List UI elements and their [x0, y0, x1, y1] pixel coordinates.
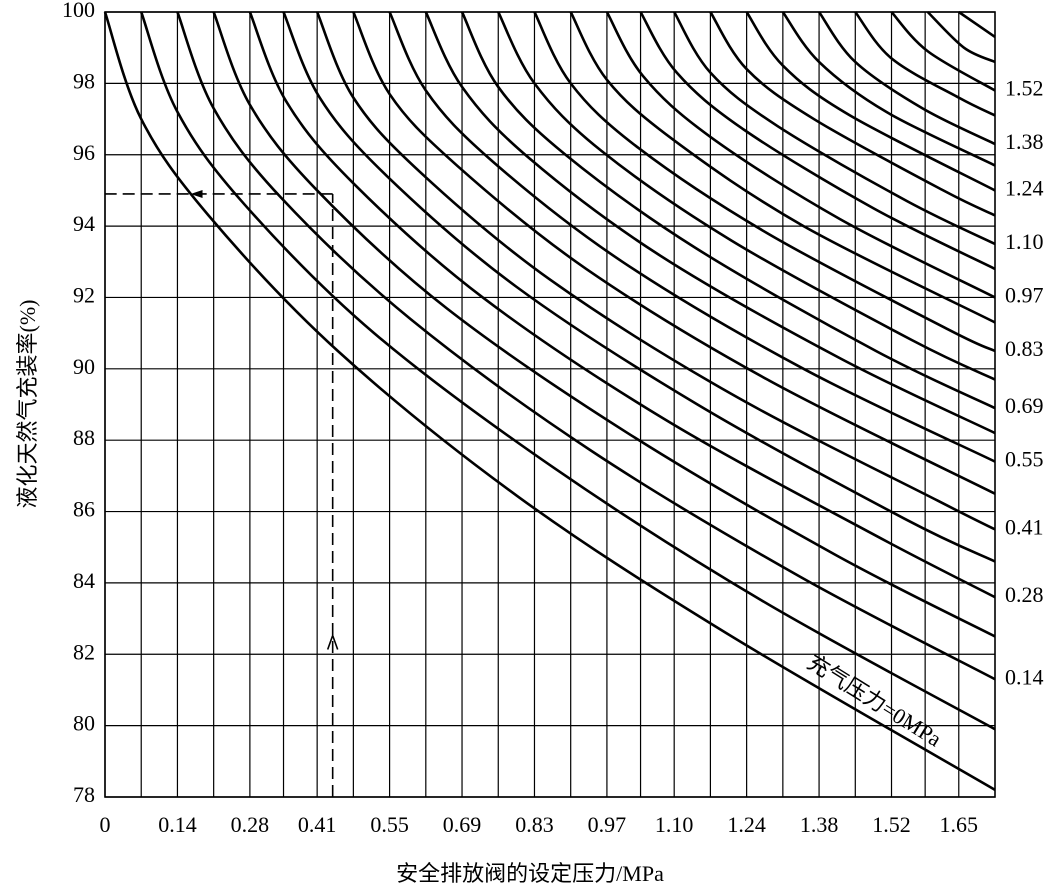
curve [818, 11, 996, 146]
curve [282, 11, 996, 563]
y-tick-label: 84 [73, 568, 95, 593]
y-tick-label: 90 [73, 354, 95, 379]
x-tick-label: 0.14 [158, 812, 197, 837]
curve [569, 11, 996, 324]
curve [139, 11, 996, 731]
curve [388, 11, 996, 463]
y-tick-label: 86 [73, 497, 95, 522]
x-tick-label: 1.24 [727, 812, 766, 837]
y-tick-label: 98 [73, 68, 95, 93]
y-tick-label: 92 [73, 283, 95, 308]
arrow-head [190, 189, 203, 198]
curve [315, 11, 996, 531]
curve [709, 11, 996, 217]
series-label: 1.24 [1005, 175, 1044, 200]
y-tick-label: 96 [73, 140, 95, 165]
y-tick-label: 82 [73, 639, 95, 664]
curve [460, 11, 996, 410]
curve [781, 11, 996, 167]
curve [533, 11, 996, 353]
x-tick-label: 0.69 [443, 812, 482, 837]
arrow-head [326, 633, 339, 650]
y-tick-label: 100 [62, 0, 95, 22]
y-tick-label: 78 [73, 782, 95, 807]
curve [212, 11, 996, 638]
y-tick-label: 80 [73, 711, 95, 736]
curve [497, 11, 996, 381]
y-tick-label: 88 [73, 425, 95, 450]
series-label: 0.83 [1005, 336, 1044, 361]
series-label: 0.14 [1005, 664, 1044, 689]
curve [745, 11, 996, 192]
x-tick-label: 0.28 [231, 812, 270, 837]
plot-frame [104, 11, 996, 798]
curve [854, 11, 996, 117]
x-tick-label: 1.38 [800, 812, 839, 837]
x-tick-label: 0.55 [370, 812, 409, 837]
curve [673, 11, 996, 246]
y-tick-label: 94 [73, 211, 95, 236]
curve [890, 11, 996, 92]
curve [639, 11, 996, 271]
series-label: 0.69 [1005, 393, 1044, 418]
series-label: 1.38 [1005, 129, 1044, 154]
x-tick-label: 0 [100, 812, 111, 837]
x-axis-title: 安全排放阀的设定压力/MPa [396, 861, 664, 886]
curve [424, 11, 996, 435]
x-tick-label: 0.97 [588, 812, 627, 837]
curve [958, 10, 996, 39]
curve [926, 11, 996, 64]
curve [103, 11, 996, 791]
series-label: 0.41 [1005, 514, 1044, 539]
y-axis-title: 液化天然气充装率(%) [15, 300, 40, 509]
x-tick-label: 0.41 [298, 812, 337, 837]
curve [248, 11, 996, 599]
x-tick-label: 1.52 [872, 812, 911, 837]
x-tick-label: 1.65 [940, 812, 979, 837]
x-tick-label: 0.83 [515, 812, 554, 837]
series-label: 0.28 [1005, 582, 1044, 607]
series-label: 1.52 [1005, 76, 1044, 101]
curve [352, 11, 996, 495]
curve [176, 11, 996, 681]
series-label: 1.10 [1005, 229, 1044, 254]
curve [605, 11, 996, 299]
x-tick-label: 1.10 [655, 812, 694, 837]
series-label: 0.55 [1005, 447, 1044, 472]
series-label: 0.97 [1005, 283, 1044, 308]
